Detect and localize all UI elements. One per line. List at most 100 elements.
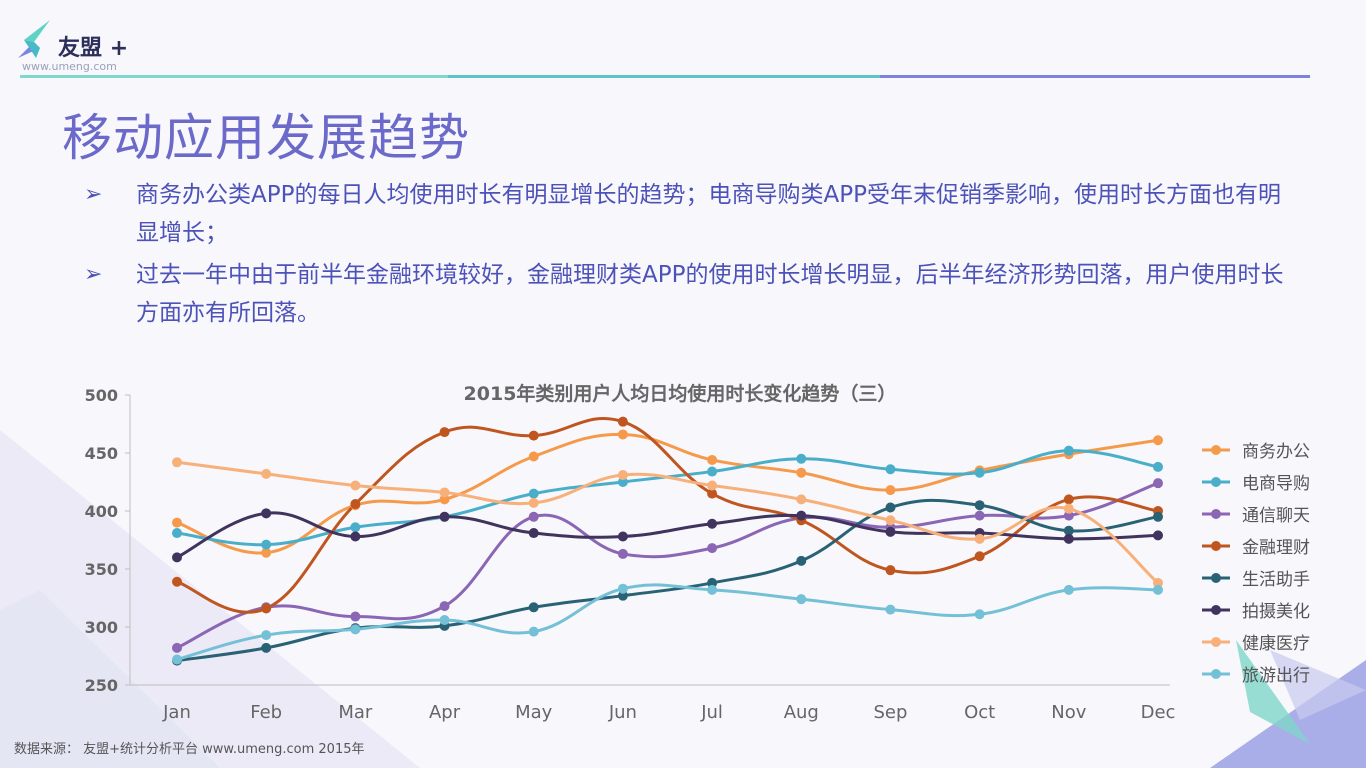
data-point — [617, 429, 628, 440]
data-point — [350, 499, 361, 510]
legend-swatch-dot — [1211, 509, 1221, 519]
data-point — [172, 552, 182, 563]
data-point — [528, 511, 539, 522]
data-point — [974, 510, 985, 521]
data-point — [707, 577, 718, 588]
arrow-bullet-icon: ➢ — [84, 182, 103, 207]
bg-triangle-teal — [1236, 640, 1310, 744]
data-point — [974, 551, 985, 562]
data-point — [350, 480, 361, 491]
data-point — [528, 602, 539, 613]
data-point — [885, 604, 896, 615]
data-point — [1063, 510, 1074, 521]
data-point — [439, 615, 450, 626]
data-point — [974, 533, 985, 544]
legend-label: 拍摄美化 — [1242, 602, 1310, 622]
data-point — [796, 510, 807, 521]
y-tick-label: 400 — [85, 502, 118, 521]
data-point — [172, 528, 182, 539]
data-point — [439, 511, 450, 522]
legend-swatch-dot — [1211, 445, 1221, 455]
data-point — [1063, 525, 1074, 536]
data-point — [1153, 461, 1163, 472]
data-point — [528, 451, 539, 462]
header-line-blue — [880, 75, 1310, 78]
legend-label: 生活助手 — [1242, 570, 1310, 590]
data-point — [885, 515, 896, 526]
legend-label: 商务办公 — [1242, 442, 1310, 462]
bullet-item: ➢ 商务办公类APP的每日人均使用时长有明显增长的趋势；电商导购类APP受年末促… — [84, 176, 1284, 252]
bullet-text: 过去一年中由于前半年金融环境较好，金融理财类APP的使用时长增长明显，后半年经济… — [136, 262, 1284, 326]
data-point — [707, 480, 718, 491]
data-point — [261, 630, 272, 641]
x-tick-label: Oct — [964, 702, 995, 723]
data-point — [528, 528, 539, 539]
data-point — [1063, 584, 1074, 595]
legend-label: 金融理财 — [1242, 538, 1310, 558]
data-point — [1153, 584, 1163, 595]
data-point — [261, 539, 272, 550]
data-point — [974, 609, 985, 620]
legend-swatch-dot — [1211, 637, 1221, 647]
data-point — [1153, 530, 1163, 541]
series-line — [175, 460, 1160, 585]
x-tick-label: Nov — [1051, 702, 1086, 723]
bullet-list: ➢ 商务办公类APP的每日人均使用时长有明显增长的趋势；电商导购类APP受年末促… — [84, 176, 1284, 336]
y-tick-label: 500 — [85, 386, 118, 405]
data-point — [974, 500, 985, 511]
data-point — [350, 624, 361, 635]
x-tick-label: Sep — [873, 702, 907, 723]
chart-axes: 250 300 350 400 450 500 Jan Feb Mar Apr May Jun Jul A… — [85, 386, 1176, 723]
data-point — [885, 526, 896, 537]
series-line — [175, 583, 1160, 661]
x-tick-label: Apr — [429, 702, 461, 723]
data-point — [172, 457, 182, 468]
data-point — [974, 467, 985, 478]
brand-name: 友盟 + — [58, 36, 129, 61]
data-point — [528, 626, 539, 637]
arrow-bullet-icon: ➢ — [84, 262, 103, 287]
data-point — [707, 488, 718, 499]
data-point — [1153, 478, 1163, 489]
data-point — [885, 464, 896, 475]
data-point — [350, 531, 361, 542]
y-tick-label: 250 — [85, 676, 118, 695]
line-chart: 2015年类别用户人均日均使用时长变化趋势（三） 250 300 350 400 450… — [85, 382, 1310, 723]
data-point — [617, 531, 628, 542]
series-line — [175, 498, 1160, 663]
data-point — [439, 427, 450, 438]
y-tick-label: 450 — [85, 444, 118, 463]
header-line-teal — [20, 75, 448, 78]
data-point — [261, 547, 272, 558]
data-point — [439, 601, 450, 612]
page-title: 移动应用发展趋势 — [62, 109, 470, 167]
y-tick-label: 350 — [85, 560, 118, 579]
data-point — [1063, 503, 1074, 514]
data-point — [439, 494, 450, 505]
chart-series-lines — [175, 416, 1160, 663]
data-point — [172, 654, 182, 665]
data-point — [172, 517, 182, 528]
bg-triangle-left-inner — [0, 590, 220, 768]
x-tick-label: May — [515, 702, 553, 723]
data-point — [707, 584, 718, 595]
data-point — [796, 594, 807, 605]
data-point — [261, 642, 272, 653]
data-point — [1063, 494, 1074, 505]
x-tick-label: Jun — [608, 702, 637, 723]
brand-url: www.umeng.com — [22, 60, 117, 73]
data-point — [796, 453, 807, 464]
data-point — [1063, 533, 1074, 544]
data-point — [172, 576, 182, 587]
y-tick-label: 300 — [85, 618, 118, 637]
data-point — [617, 477, 628, 487]
bg-triangle-lilac — [1270, 650, 1366, 720]
x-tick-label: Feb — [250, 702, 282, 723]
data-point — [617, 470, 628, 481]
brand-logo: 友盟 + www.umeng.com — [14, 18, 154, 74]
data-point — [885, 565, 896, 576]
legend-swatch-dot — [1211, 573, 1221, 583]
legend-label: 电商导购 — [1242, 474, 1310, 494]
x-tick-label: Jan — [162, 702, 191, 723]
